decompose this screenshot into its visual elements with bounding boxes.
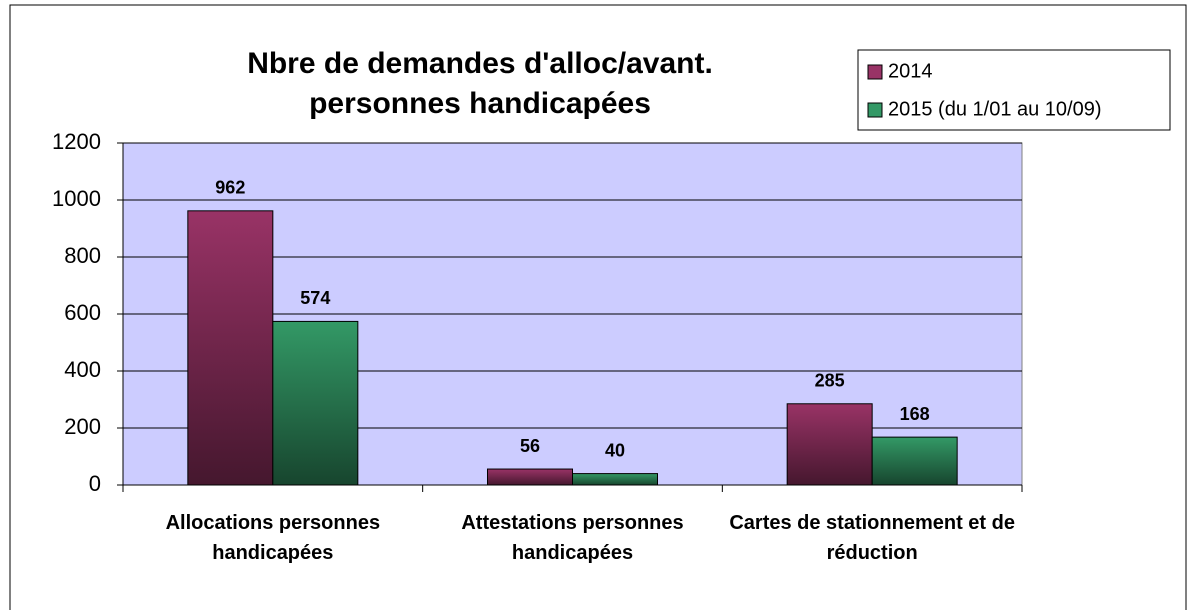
data-label: 962 bbox=[215, 178, 245, 198]
legend bbox=[857, 49, 1171, 131]
frame bbox=[9, 4, 1187, 610]
x-tick-label: Cartes de stationnement et de réduction bbox=[729, 512, 1015, 564]
y-tick-label: 0 bbox=[89, 471, 101, 496]
data-label: 168 bbox=[900, 404, 930, 424]
y-tick-label: 1200 bbox=[52, 129, 101, 154]
data-label: 285 bbox=[815, 371, 845, 391]
bar bbox=[272, 320, 359, 486]
legend-swatch bbox=[867, 102, 883, 118]
bar bbox=[572, 473, 658, 486]
bar bbox=[871, 436, 958, 486]
y-tick-label: 200 bbox=[64, 414, 101, 439]
y-tick-label: 800 bbox=[64, 243, 101, 268]
bar bbox=[786, 403, 873, 486]
y-tick-label: 1000 bbox=[52, 186, 101, 211]
x-tick-label: Attestations personnes handicapées bbox=[461, 512, 684, 564]
data-label: 56 bbox=[520, 436, 540, 456]
data-label: 40 bbox=[605, 440, 625, 460]
legend-label: 2014 bbox=[888, 60, 933, 82]
x-tick-label: Allocations personnes handicapées bbox=[165, 512, 381, 564]
legend-label: 2015 (du 1/01 au 10/09) bbox=[888, 98, 1102, 120]
legend-swatch bbox=[867, 64, 883, 80]
bar bbox=[487, 468, 573, 486]
bar bbox=[187, 210, 274, 486]
data-label: 574 bbox=[300, 288, 330, 308]
y-tick-label: 400 bbox=[64, 357, 101, 382]
chart-title: Nbre de demandes d'alloc/avant. personne… bbox=[247, 47, 713, 120]
y-tick-label: 600 bbox=[64, 300, 101, 325]
